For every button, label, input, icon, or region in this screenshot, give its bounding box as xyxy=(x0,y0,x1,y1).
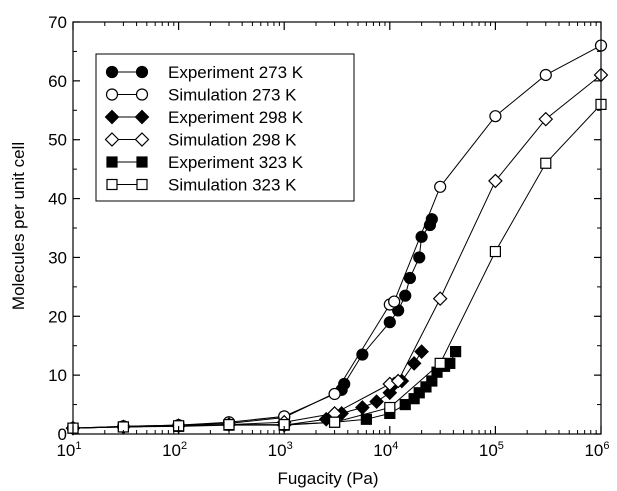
x-tick-label: 106 xyxy=(584,440,609,460)
data-point xyxy=(406,356,422,371)
legend-marker xyxy=(135,65,149,79)
data-point xyxy=(539,68,552,82)
data-point xyxy=(538,111,554,127)
y-tick-label: 60 xyxy=(48,72,67,91)
y-tick-label: 70 xyxy=(48,13,67,32)
legend-label: Simulation 298 K xyxy=(168,131,297,150)
series-line xyxy=(72,351,457,429)
data-point xyxy=(420,381,432,393)
legend-box xyxy=(95,53,355,202)
legend-label: Simulation 273 K xyxy=(168,86,297,105)
x-tick-label: 104 xyxy=(373,440,398,460)
legend-marker xyxy=(105,88,119,101)
data-point xyxy=(450,346,462,358)
data-point xyxy=(414,344,429,359)
legend-label: Simulation 323 K xyxy=(168,176,297,195)
y-tick-label: 0 xyxy=(58,425,67,444)
axes: 0 10 20 30 40 50 60 70 101 102 103 104 105 106 xyxy=(48,13,609,460)
x-tick-label: 105 xyxy=(479,440,504,460)
data-point xyxy=(489,245,501,258)
legend-marker xyxy=(104,132,120,147)
data-point xyxy=(488,173,503,189)
data-point xyxy=(403,271,416,285)
y-axis-label: Molecules per unit cell xyxy=(9,142,28,310)
data-point xyxy=(390,373,406,389)
data-point xyxy=(432,291,448,306)
data-point xyxy=(399,289,412,302)
legend-marker xyxy=(134,132,150,147)
y-tick-label: 10 xyxy=(48,366,67,385)
legend-label: Experiment 298 K xyxy=(168,108,304,127)
data-point xyxy=(399,398,411,411)
data-point xyxy=(360,413,372,425)
legend-marker xyxy=(106,156,118,168)
series-line xyxy=(72,45,602,429)
data-point xyxy=(413,251,426,264)
data-point xyxy=(434,357,446,369)
y-tick-label: 50 xyxy=(48,131,67,150)
legend-label: Experiment 323 K xyxy=(168,153,304,172)
data-point xyxy=(444,357,456,369)
x-tick-label: 101 xyxy=(56,440,81,460)
data-point xyxy=(413,387,425,399)
legend-marker xyxy=(106,178,118,191)
x-tick-label: 102 xyxy=(162,440,187,460)
data-point xyxy=(328,387,341,401)
legend: Experiment 273 K Simulation 273 K Experime… xyxy=(95,53,355,202)
legend-marker xyxy=(136,178,148,191)
data-point xyxy=(489,110,502,123)
plot-area xyxy=(65,39,609,436)
data-point xyxy=(540,157,552,169)
data-point xyxy=(425,213,438,226)
y-tick-label: 20 xyxy=(48,307,67,326)
legend-label: Experiment 273 K xyxy=(168,63,304,82)
y-tick-label: 30 xyxy=(48,248,67,267)
x-tick-label: 103 xyxy=(268,440,293,460)
y-tick-label: 40 xyxy=(48,190,67,209)
data-point xyxy=(383,316,396,329)
data-point xyxy=(384,401,396,414)
data-point xyxy=(328,416,341,428)
x-axis-label: Fugacity (Pa) xyxy=(277,469,378,488)
data-point xyxy=(369,394,384,409)
legend-marker xyxy=(105,65,119,79)
data-point xyxy=(388,295,401,308)
legend-marker xyxy=(135,88,149,101)
series-line xyxy=(72,219,433,429)
data-point xyxy=(355,400,370,415)
data-point xyxy=(223,418,235,431)
legend-marker xyxy=(134,109,150,125)
data-point xyxy=(434,180,447,193)
legend-marker xyxy=(136,156,148,168)
legend-marker xyxy=(104,109,120,125)
